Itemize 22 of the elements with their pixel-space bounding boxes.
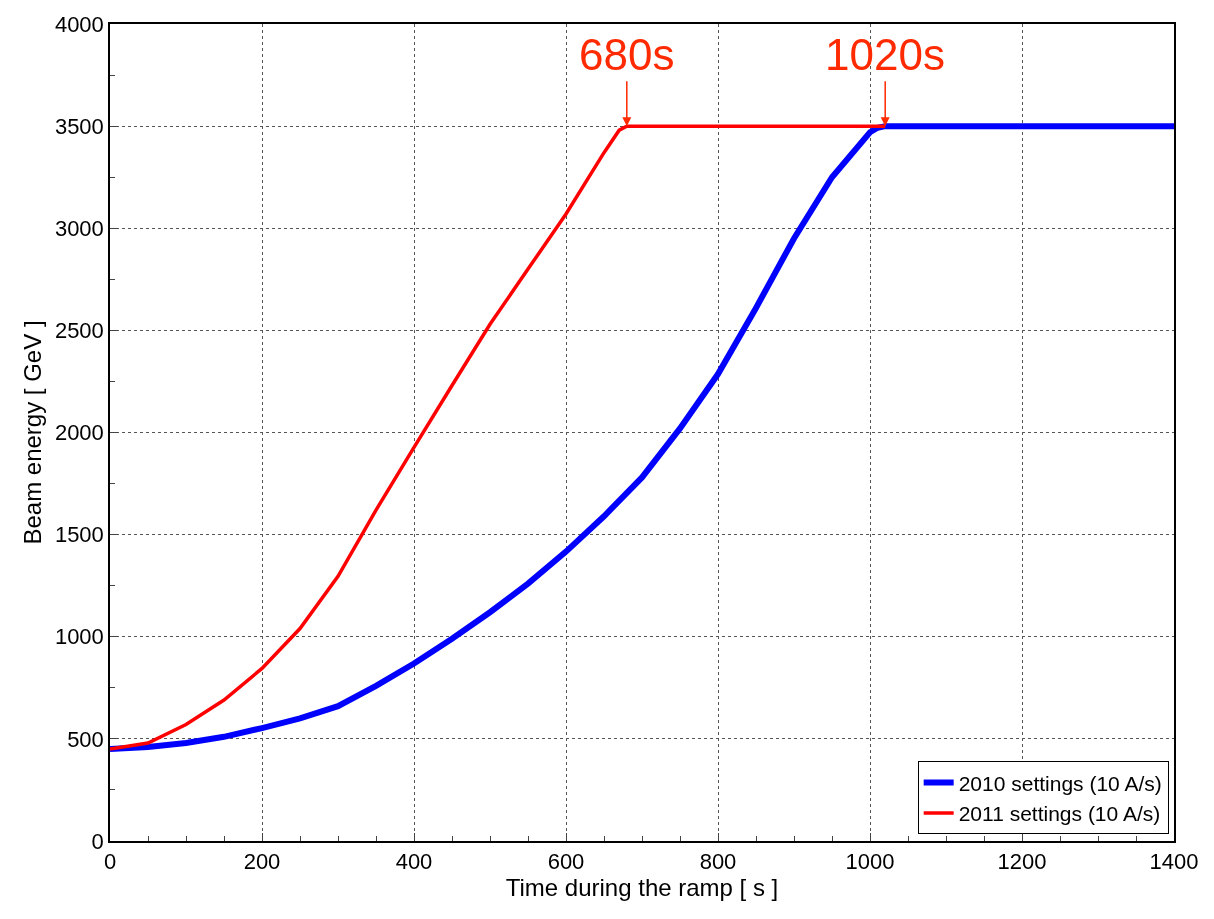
x-tick-label: 400	[395, 849, 433, 875]
x-tick-label: 200	[243, 849, 281, 875]
legend-label: 2010 settings (10 A/s)	[958, 771, 1162, 795]
y-tick-label: 3000	[54, 215, 104, 241]
annotation: 1020s	[825, 30, 945, 79]
y-tick-label: 2000	[54, 420, 104, 446]
y-tick-label: 4000	[54, 11, 104, 37]
y-tick-label: 2500	[54, 318, 104, 344]
x-tick-label: 1200	[997, 849, 1047, 875]
legend-label: 2011 settings (10 A/s)	[958, 802, 1161, 826]
y-axis-title: Beam energy [ GeV ]	[19, 320, 47, 545]
y-tick-label: 0	[91, 828, 104, 854]
y-tick-label: 1500	[54, 522, 104, 548]
y-tick-label: 500	[67, 726, 104, 752]
x-tick-label: 600	[547, 849, 585, 875]
annotation: 680s	[579, 30, 675, 79]
x-axis-title: Time during the ramp [ s ]	[505, 874, 779, 902]
x-tick-label: 800	[699, 849, 737, 875]
x-tick-label: 1400	[1149, 849, 1199, 875]
y-tick-label: 1000	[54, 624, 104, 650]
x-tick-label: 1000	[845, 849, 895, 875]
y-tick-label: 3500	[54, 113, 104, 139]
